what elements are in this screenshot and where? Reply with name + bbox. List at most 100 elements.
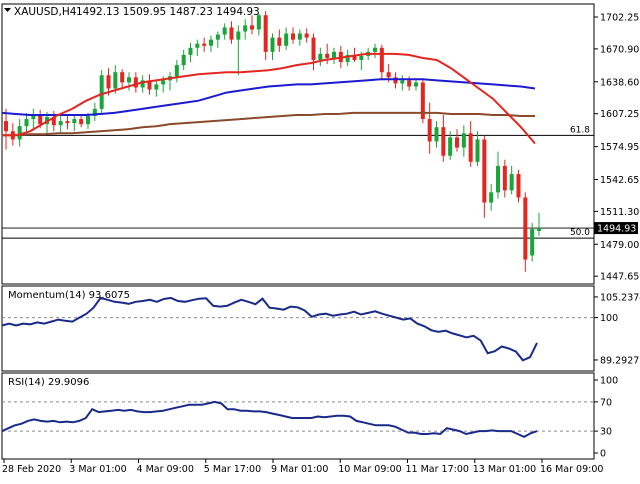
time-tick-label: 5 Mar 17:00 (204, 464, 261, 475)
candle-body (400, 80, 405, 84)
momentum-y-tick-label: 89.2927 (600, 355, 639, 366)
ma-slow-line (2, 111, 535, 137)
candle-body (318, 53, 323, 60)
price-y-tick-label: 1542.65 (600, 175, 639, 186)
candle-body (188, 47, 193, 55)
current-price-tag (594, 222, 638, 235)
candle-body (65, 121, 70, 124)
candle-body (236, 31, 241, 40)
candle-body (51, 117, 56, 126)
candle-body (373, 47, 377, 52)
candle-body (414, 82, 418, 87)
candle-body (195, 43, 200, 48)
candle-body (448, 137, 453, 156)
candle-body (263, 15, 268, 52)
time-tick-label: 3 Mar 01:00 (69, 464, 126, 475)
candle-body (154, 84, 159, 90)
candle-body (120, 72, 125, 83)
candle-body (482, 139, 487, 203)
candle-body (434, 127, 439, 142)
time-tick-label: 10 Mar 09:00 (338, 464, 401, 475)
price-y-tick-label: 1702.25 (600, 12, 639, 23)
ma-fast-line (2, 52, 536, 145)
candle-body (311, 37, 316, 60)
dropdown-arrow-icon[interactable] (4, 8, 11, 12)
candle-body (468, 133, 473, 162)
momentum-line (1, 296, 538, 362)
candle-body (209, 39, 213, 46)
candle-body (537, 228, 541, 231)
fib-level-label: 50.0 (570, 228, 590, 238)
momentum-y-tick-label: 100 (600, 313, 618, 324)
time-tick-label: 11 Mar 17:00 (406, 464, 469, 475)
rsi-y-tick-label: 100 (600, 376, 618, 387)
rsi-y-tick-label: 30 (600, 427, 612, 438)
momentum-panel-frame (1, 285, 595, 372)
candle-body (174, 65, 179, 77)
candle-body (489, 192, 494, 203)
candle-body (523, 197, 528, 260)
time-tick-label: 9 Mar 01:00 (271, 464, 328, 475)
candle-body (509, 174, 514, 191)
candle-body (181, 54, 186, 66)
candle-body (386, 72, 391, 78)
candle-body (58, 121, 63, 126)
candle-body (99, 75, 104, 109)
candle-body (72, 119, 77, 124)
price-y-tick-label: 1607.25 (600, 109, 639, 120)
candle-body (222, 27, 227, 35)
candle-body (4, 121, 8, 132)
price-y-tick-label: 1638.60 (600, 77, 639, 88)
candle-body (352, 54, 357, 60)
candle-body (256, 15, 261, 30)
time-tick-label: 16 Mar 09:00 (540, 464, 603, 475)
candle-body (243, 25, 248, 32)
candle-body (92, 108, 97, 116)
price-panel-frame (1, 3, 595, 285)
candle-body (140, 80, 145, 88)
candle-body (38, 114, 43, 125)
price-layer: 1702.25 1670.90 1638.60 1607.25 1574.95 1542.… (1, 11, 639, 283)
momentum-layer: 105.2374 100 89.2927 (1, 292, 640, 366)
candle-body (284, 33, 289, 46)
rsi-panel-frame (1, 372, 595, 460)
candle-body (250, 25, 254, 30)
candle-body (270, 37, 275, 52)
candle-body (407, 80, 412, 87)
candle-body (127, 77, 131, 83)
candle-body (461, 133, 466, 148)
rsi-y-tick-label: 70 (600, 397, 612, 408)
candle-body (393, 77, 398, 84)
candle-body (420, 82, 425, 120)
candle-body (79, 119, 84, 125)
candle-body (17, 126, 22, 140)
rsi-layer: 100 70 30 0 (1, 376, 618, 460)
candle-body (291, 33, 295, 40)
candle-body (297, 33, 302, 40)
candle-body (475, 139, 480, 162)
rsi-title: RSI(14) 29.9096 (8, 377, 89, 388)
candle-body (31, 114, 36, 120)
candle-body (277, 37, 282, 46)
axis-layer: 28 Feb 2020 3 Mar 01:00 4 Mar 09:00 5 Mar 1… (2, 459, 603, 475)
ma-mid-line (1, 78, 536, 116)
candle-body (24, 119, 29, 127)
candle-body (496, 165, 500, 193)
price-y-tick-label: 1447.65 (600, 272, 639, 283)
candle-body (427, 119, 432, 142)
time-tick-label: 13 Mar 01:00 (473, 464, 536, 475)
candle-body (161, 80, 166, 85)
price-y-tick-label: 1479.00 (600, 240, 639, 251)
symbol-label: XAUUSD,H4 (14, 6, 77, 18)
rsi-y-tick-label: 0 (600, 449, 606, 460)
candle-body (502, 165, 507, 191)
candle-body (304, 33, 309, 38)
current-price-tag-label: 1494.93 (597, 224, 636, 235)
candle-body (215, 34, 220, 40)
candle-body (530, 229, 535, 256)
time-tick-label: 4 Mar 09:00 (137, 464, 194, 475)
candle-body (202, 43, 207, 46)
candle-body (455, 137, 459, 148)
